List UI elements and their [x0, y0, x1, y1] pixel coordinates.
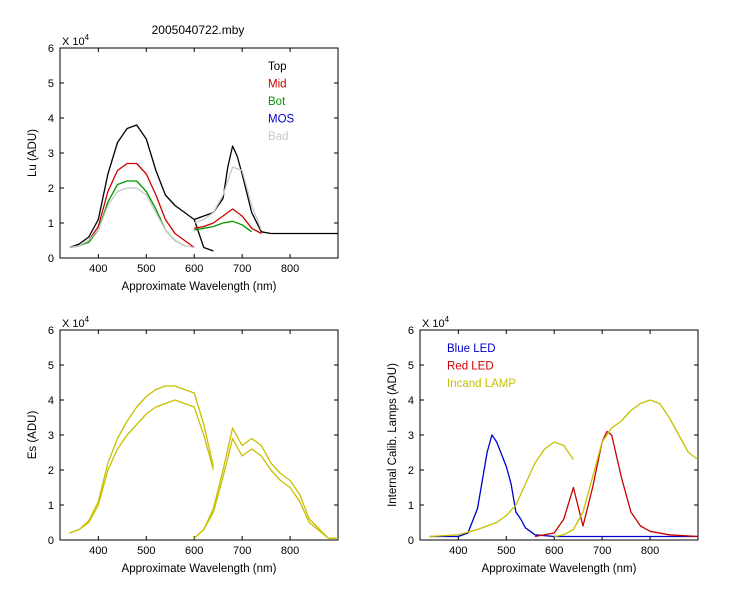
exponent-power: 4: [85, 315, 90, 324]
y-axis-label: Internal Calib. Lamps (ADU): [387, 363, 399, 507]
legend-entry: Bad: [268, 131, 288, 143]
x-tick-label: 600: [185, 263, 203, 275]
legend-entry: Incand LAMP: [447, 378, 516, 390]
x-tick-label: 800: [281, 263, 299, 275]
series-line-bot: [69, 180, 185, 249]
y-tick-label: 4: [48, 395, 54, 407]
series-line-bot: [194, 220, 253, 233]
y-exponent-label: X 104: [62, 33, 90, 48]
x-tick-label: 700: [233, 263, 251, 275]
x-axis-label: Approximate Wavelength (nm): [122, 563, 277, 575]
series-line-blue-led: [429, 434, 698, 538]
x-axis-label: Approximate Wavelength (nm): [482, 563, 637, 575]
x-tick-label: 400: [89, 263, 107, 275]
series-line-red-led: [534, 430, 698, 538]
y-tick-label: 6: [48, 43, 54, 55]
series-line-top: [69, 124, 214, 252]
exponent-base: X 10: [62, 36, 85, 48]
y-tick-label: 4: [48, 113, 54, 125]
y-tick-label: 3: [48, 430, 54, 442]
y-tick-label: 1: [48, 500, 54, 512]
x-tick-label: 800: [281, 545, 299, 557]
series-line-bad: [69, 187, 195, 249]
exponent-base: X 10: [62, 318, 85, 330]
x-tick-label: 600: [185, 545, 203, 557]
y-tick-label: 2: [408, 465, 414, 477]
y-tick-label: 5: [408, 360, 414, 372]
x-tick-label: 500: [137, 545, 155, 557]
x-tick-label: 800: [641, 545, 659, 557]
y-tick-label: 0: [48, 253, 54, 265]
y-tick-label: 4: [408, 395, 414, 407]
series-group: [69, 124, 338, 252]
legend-entry: Bot: [268, 96, 286, 108]
series-line-top: [193, 145, 338, 235]
y-axis-label: Es (ADU): [27, 411, 39, 460]
series-line-es: [193, 427, 338, 539]
y-exponent-label: X 104: [422, 315, 450, 330]
series-line-incand-lamp: [429, 441, 574, 538]
y-tick-label: 2: [48, 465, 54, 477]
x-tick-label: 600: [545, 545, 563, 557]
plot-frame: [59, 47, 339, 259]
figure-title: 2005040722.mby: [152, 23, 245, 37]
x-axis-label: Approximate Wavelength (nm): [122, 281, 277, 293]
y-tick-label: 0: [48, 535, 54, 547]
y-axis-label: Lu (ADU): [27, 129, 39, 177]
y-tick-label: 5: [48, 78, 54, 90]
series-line-es: [69, 399, 215, 534]
series-group: [69, 385, 338, 539]
x-tick-label: 500: [497, 545, 515, 557]
y-tick-label: 0: [408, 535, 414, 547]
series-group: [429, 399, 698, 538]
x-tick-label: 400: [89, 545, 107, 557]
series-line-incand-lamp: [554, 399, 698, 538]
series-line-es: [193, 437, 338, 539]
y-tick-label: 1: [48, 218, 54, 230]
y-tick-label: 3: [408, 430, 414, 442]
plot-frame: [59, 329, 339, 541]
x-tick-label: 400: [449, 545, 467, 557]
legend-entry: Mid: [268, 79, 287, 91]
exponent-base: X 10: [422, 318, 445, 330]
exponent-power: 4: [85, 33, 90, 42]
legend-entry: Top: [268, 61, 287, 73]
legend-entry: Red LED: [447, 361, 494, 373]
y-tick-label: 6: [408, 325, 414, 337]
series-line-es: [69, 385, 215, 534]
y-tick-label: 2: [48, 183, 54, 195]
y-tick-label: 3: [48, 148, 54, 160]
series-line-bad: [193, 166, 262, 231]
x-tick-label: 700: [233, 545, 251, 557]
y-tick-label: 6: [48, 325, 54, 337]
legend-entry: MOS: [268, 114, 295, 126]
x-tick-label: 700: [593, 545, 611, 557]
exponent-power: 4: [445, 315, 450, 324]
y-tick-label: 5: [48, 360, 54, 372]
x-tick-label: 500: [137, 263, 155, 275]
y-tick-label: 1: [408, 500, 414, 512]
legend-entry: Blue LED: [447, 343, 496, 355]
series-line-mid: [194, 208, 262, 235]
y-exponent-label: X 104: [62, 315, 90, 330]
